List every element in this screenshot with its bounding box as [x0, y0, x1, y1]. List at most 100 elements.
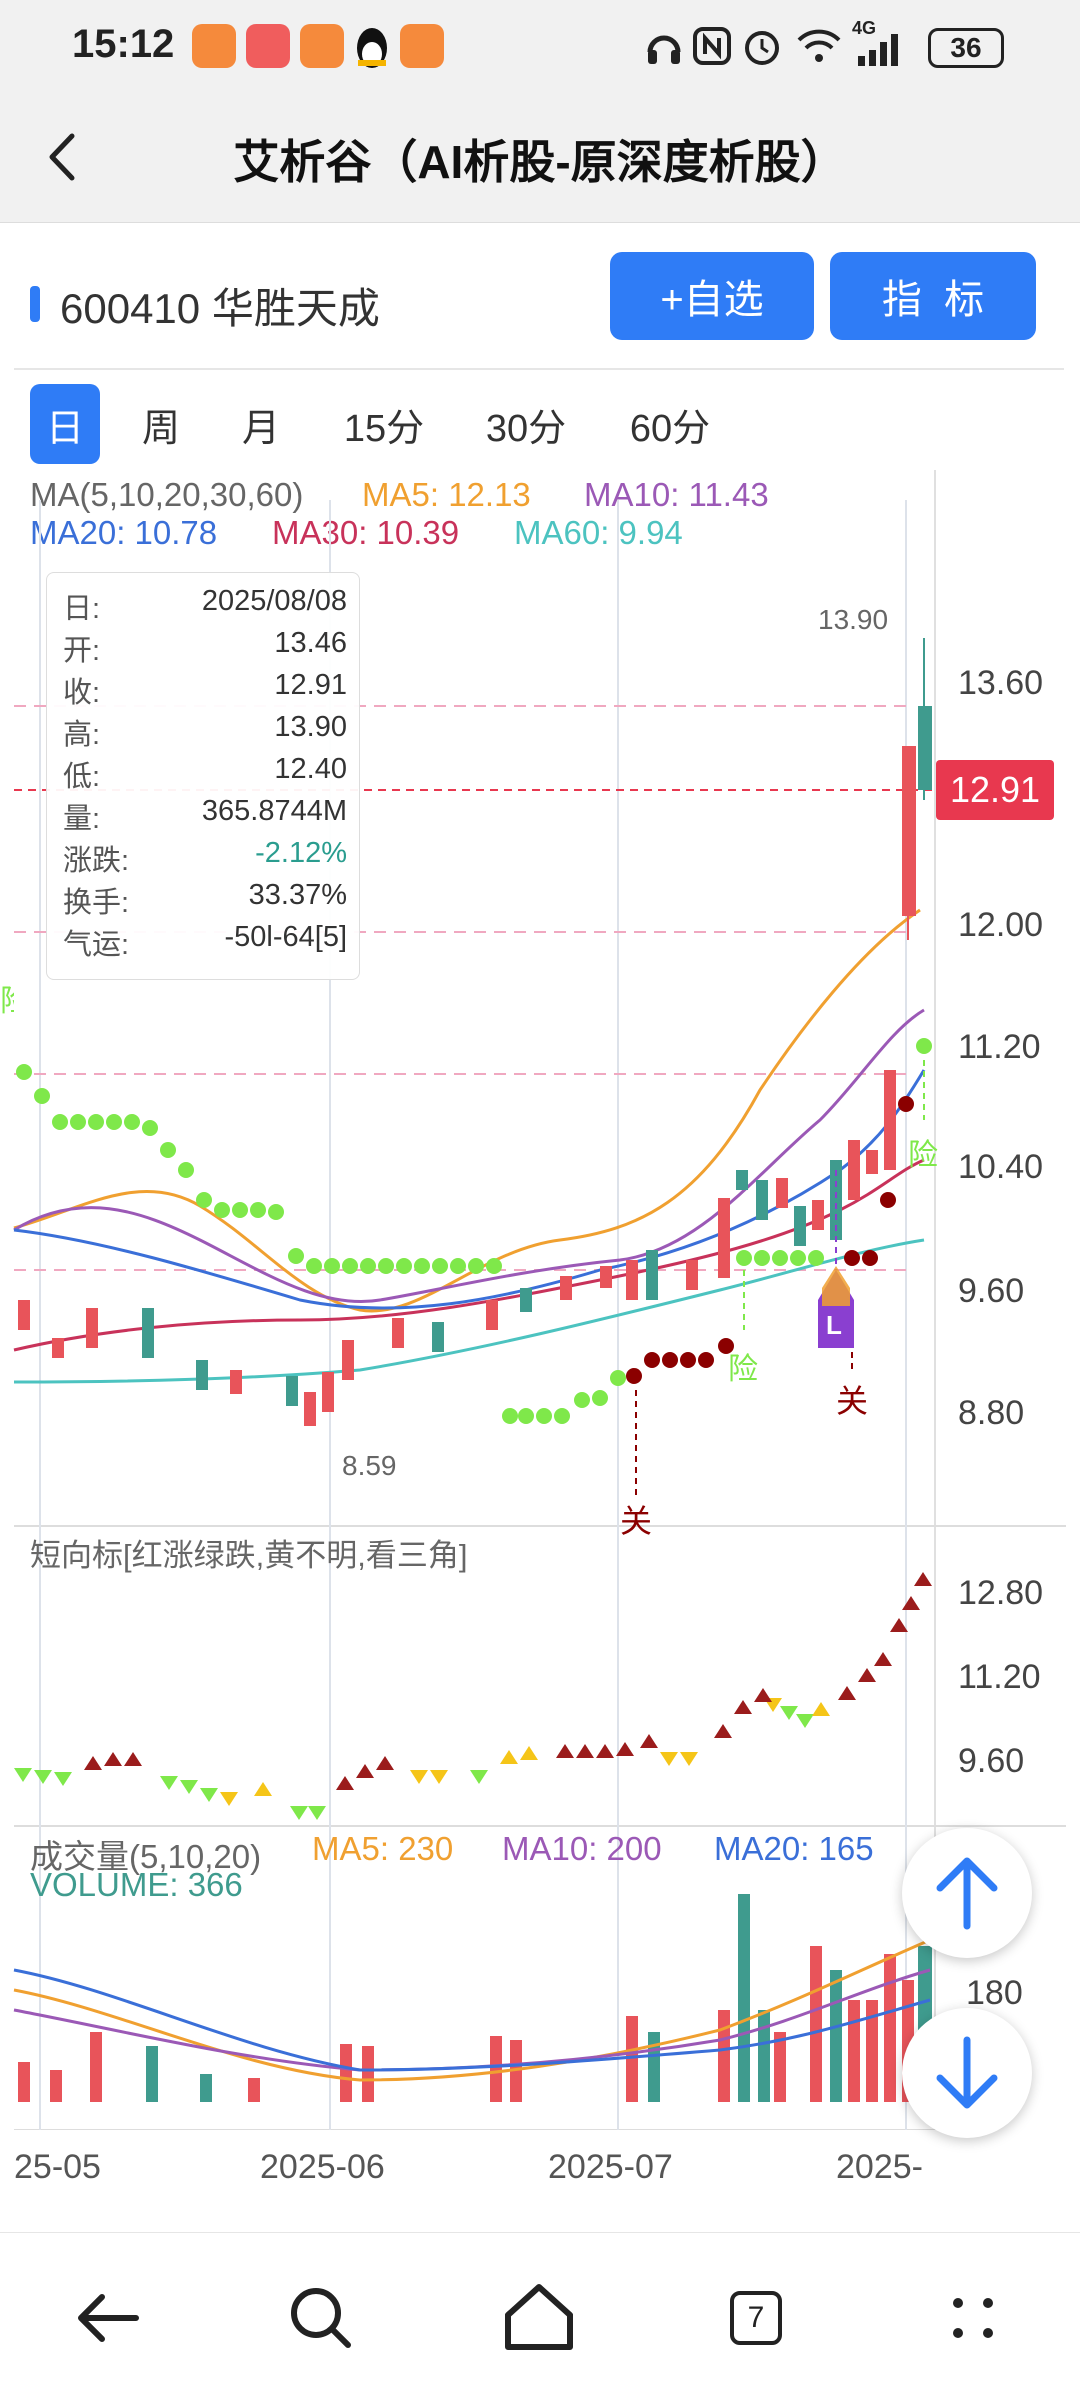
tab-count-badge: 7	[730, 2291, 782, 2345]
guan-marker: 关	[836, 1383, 869, 1419]
battery-indicator: 36	[928, 28, 1004, 68]
info-value-volume: 365.8744M	[201, 795, 347, 827]
tab-15min[interactable]: 15分	[343, 407, 425, 450]
app-notification-icon	[192, 24, 236, 68]
volume-axis-label: 180	[966, 1974, 1023, 2012]
wifi-icon	[796, 26, 842, 71]
ma10-value: MA10: 11.43	[584, 476, 769, 513]
nav-tabs-button[interactable]: 7	[710, 2273, 800, 2363]
title-bar: 艾析谷（AI析股-原深度析股）	[0, 92, 1080, 223]
info-value-turnover: 33.37%	[248, 879, 347, 911]
info-label-date: 日:	[63, 593, 101, 625]
menu-dots-icon	[953, 2298, 993, 2338]
info-value-fortune: -50l-64[5]	[224, 921, 347, 953]
info-label-high: 高:	[63, 719, 101, 751]
stock-accent-bar	[30, 286, 40, 322]
info-label-change: 涨跌:	[63, 845, 130, 877]
nav-search-button[interactable]	[276, 2273, 366, 2363]
app-notification-icon	[246, 24, 290, 68]
indicator-axis-label: 11.20	[958, 1658, 1041, 1696]
ma30-value: MA30: 10.39	[272, 514, 460, 551]
search-icon	[291, 2288, 351, 2348]
page-title: 艾析谷（AI析股-原深度析股）	[233, 136, 847, 188]
add-watchlist-button[interactable]: +自选	[610, 252, 814, 340]
price-axis-label: 10.40	[958, 1148, 1044, 1186]
info-label-open: 开:	[63, 635, 101, 667]
arrow-down-icon	[936, 2036, 998, 2109]
edge-marker: 险	[0, 976, 14, 1020]
tab-60min[interactable]: 60分	[629, 407, 711, 450]
guan-marker: 关	[620, 1503, 653, 1539]
current-price-tag: 12.91	[936, 760, 1054, 820]
bottom-navigation: 7	[0, 2232, 1080, 2401]
nfc-icon	[692, 26, 732, 71]
tab-day[interactable]: 日	[30, 384, 100, 464]
info-value-date: 2025/08/08	[201, 585, 347, 617]
short-indicator-title: 短向标[红涨绿跌,黄不明,看三角]	[30, 1538, 468, 1573]
app-notification-icon	[400, 24, 444, 68]
info-value-change: -2.12%	[255, 837, 347, 869]
date-axis-label: 2025-	[836, 2148, 923, 2186]
kline-chart[interactable]	[0, 470, 1080, 2130]
xian-marker: 险	[908, 1139, 938, 1172]
info-value-close: 12.91	[274, 669, 347, 701]
date-axis-label: 2025-06	[260, 2148, 385, 2186]
info-value-high: 13.90	[274, 711, 347, 743]
back-button[interactable]	[30, 122, 100, 192]
ma5-value: MA5: 12.13	[362, 476, 531, 513]
candle-info-box: 日: 2025/08/08 开: 13.46 收: 12.91 高: 13.90 低: 1…	[46, 572, 360, 980]
price-axis-label: 11.20	[958, 1028, 1041, 1066]
info-value-open: 13.46	[274, 627, 347, 659]
indicator-axis-label: 12.80	[958, 1574, 1044, 1612]
signal-icon	[856, 30, 906, 73]
indicator-axis-label: 9.60	[958, 1742, 1025, 1780]
volume-ma10: MA10: 200	[502, 1830, 662, 1867]
divider	[14, 368, 1064, 370]
price-axis-label: 12.00	[958, 906, 1044, 944]
info-label-close: 收:	[63, 677, 101, 709]
info-label-low: 低:	[63, 761, 101, 793]
price-axis-label: 8.80	[958, 1394, 1025, 1432]
info-label-volume: 量:	[63, 803, 101, 835]
network-type: 4G	[852, 18, 877, 38]
arrow-left-icon	[78, 2294, 139, 2342]
alarm-icon	[742, 26, 782, 71]
date-axis-label: 25-05	[14, 2148, 101, 2186]
app-notification-icon	[300, 24, 344, 68]
price-axis-label: 9.60	[958, 1272, 1025, 1310]
volume-ma20: MA20: 165	[714, 1830, 874, 1867]
nav-menu-button[interactable]	[928, 2273, 1018, 2363]
l-marker-label: L	[826, 1310, 842, 1340]
indicator-button[interactable]: 指 标	[830, 252, 1036, 340]
ma20-value: MA20: 10.78	[30, 514, 218, 551]
chevron-left-icon	[49, 133, 75, 181]
xian-marker: 险	[728, 1353, 758, 1386]
candlesticks	[18, 638, 932, 1426]
info-label-fortune: 气运:	[63, 929, 130, 961]
home-icon	[505, 2284, 573, 2350]
nav-back-button[interactable]	[64, 2273, 154, 2363]
headphones-icon	[644, 26, 684, 71]
tab-30min[interactable]: 30分	[485, 407, 567, 450]
date-axis-label: 2025-07	[548, 2148, 673, 2186]
info-label-turnover: 换手:	[63, 887, 130, 919]
ma60-value: MA60: 9.94	[514, 514, 683, 551]
scroll-down-button[interactable]	[902, 2008, 1032, 2138]
price-axis-label: 13.60	[958, 664, 1044, 702]
clock: 15:12	[72, 22, 175, 66]
volume-value: VOLUME: 366	[30, 1866, 243, 1903]
stock-name: 600410 华胜天成	[60, 285, 380, 332]
volume-title: 成交量(5,10,20)	[30, 1838, 262, 1875]
status-bar: 15:12 4G 36	[0, 0, 1080, 92]
info-value-low: 12.40	[274, 753, 347, 785]
nav-home-button[interactable]	[494, 2273, 584, 2363]
arrow-up-icon	[936, 1857, 998, 1930]
qq-icon	[352, 22, 392, 70]
tab-week[interactable]: 周	[141, 407, 180, 450]
volume-ma5: MA5: 230	[312, 1830, 454, 1867]
scroll-up-button[interactable]	[902, 1828, 1032, 1958]
low-annotation: 8.59	[342, 1450, 397, 1481]
high-annotation: 13.90	[818, 604, 889, 635]
tab-month[interactable]: 月	[241, 407, 280, 450]
ma-legend-title: MA(5,10,20,30,60)	[30, 476, 304, 513]
